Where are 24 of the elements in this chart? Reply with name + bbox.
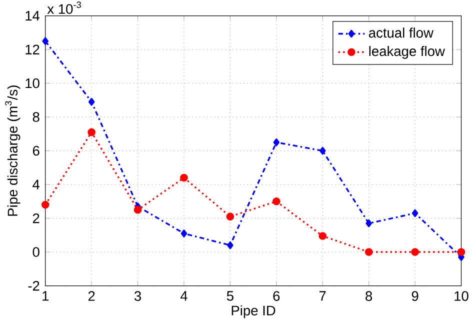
- x-tick-label: 7: [319, 291, 326, 301]
- x-tick-label: 6: [273, 291, 280, 301]
- x-tick-label: 1: [42, 291, 48, 301]
- x-tick-label: 10: [454, 291, 468, 301]
- y-tick-label: 10: [26, 78, 40, 88]
- y-tick-label: 0: [32, 247, 40, 257]
- x-tick-label: 9: [412, 291, 418, 301]
- y-tick-label: 8: [32, 112, 40, 122]
- y-tick-label: 14: [26, 10, 40, 20]
- y-tick-label: -2: [28, 280, 40, 290]
- legend-label: actual flow: [368, 27, 434, 38]
- x-axis-title: Pipe ID: [232, 305, 276, 318]
- y-tick-label: 4: [32, 180, 40, 190]
- x-tick-label: 5: [226, 291, 234, 301]
- x-tick-label: 3: [134, 291, 141, 301]
- y-tick-label: 2: [32, 213, 40, 223]
- x-tick-label: 8: [366, 291, 372, 301]
- y-tick-label: 12: [26, 44, 40, 54]
- legend-label: leakage flow: [369, 46, 445, 59]
- x-tick-label: 2: [88, 291, 95, 301]
- text: x 10$^{-3}$: [47, 1, 81, 14]
- y-tick-label: 6: [32, 146, 40, 156]
- y-axis-title: Pipe discharge (m$^{3}$/s): [5, 85, 20, 216]
- x-tick-label: 4: [180, 291, 188, 301]
